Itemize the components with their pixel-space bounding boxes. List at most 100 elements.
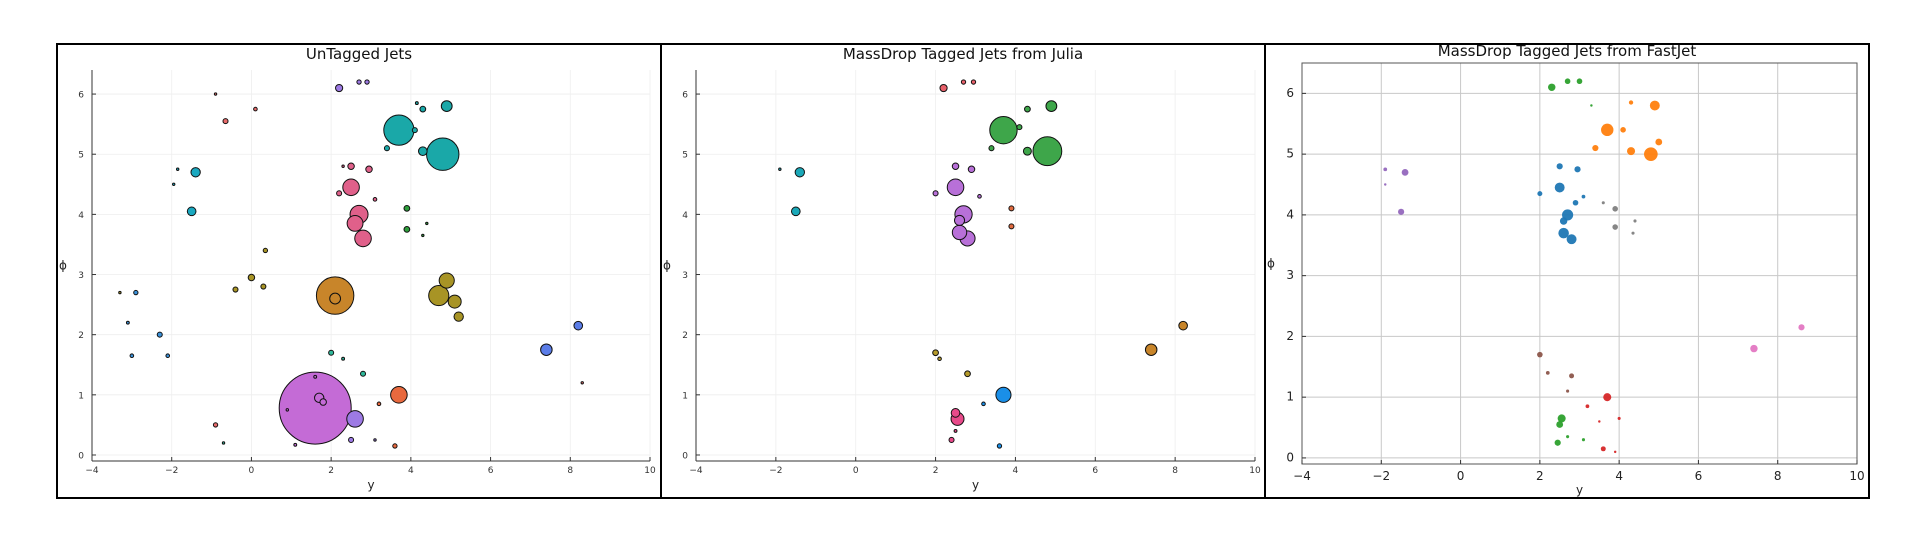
x-tick-label: 2: [933, 466, 939, 476]
data-point: [1566, 234, 1577, 245]
data-point: [341, 164, 345, 168]
data-point: [951, 224, 968, 241]
data-point: [953, 214, 966, 226]
data-point: [964, 370, 971, 378]
data-point: [1559, 217, 1568, 225]
data-point: [213, 92, 218, 96]
data-point: [794, 167, 805, 178]
x-tick-label: 0: [1457, 469, 1465, 483]
data-point: [1572, 199, 1579, 206]
y-tick-label: 1: [682, 391, 688, 401]
x-tick-label: 8: [1172, 466, 1178, 476]
data-point: [403, 226, 411, 233]
data-point: [329, 292, 342, 305]
data-point: [1620, 127, 1626, 133]
data-point: [1401, 168, 1409, 176]
x-tick-label: 2: [1536, 469, 1544, 483]
data-point: [341, 356, 346, 361]
data-point: [996, 443, 1003, 449]
y-tick-label: 4: [78, 211, 84, 221]
data-point: [988, 145, 995, 152]
y-tick-label: 3: [682, 271, 688, 281]
data-point: [1598, 420, 1601, 423]
data-point: [156, 331, 163, 338]
x-tick-label: 8: [1774, 469, 1782, 483]
data-point: [1545, 371, 1550, 375]
data-point: [372, 197, 378, 202]
data-point: [1576, 78, 1583, 85]
data-point: [222, 118, 229, 125]
data-point: [165, 353, 171, 359]
data-point: [1022, 146, 1032, 156]
data-point: [1384, 183, 1387, 186]
y-tick-label: 2: [1286, 329, 1294, 343]
data-point: [1045, 100, 1058, 112]
x-tick-label: 8: [567, 466, 573, 476]
data-point: [453, 311, 464, 322]
x-tick-label: 6: [488, 466, 494, 476]
data-point: [354, 229, 372, 248]
x-tick-label: −2: [1372, 469, 1390, 483]
x-tick-label: 2: [328, 466, 334, 476]
x-tick-label: −2: [165, 466, 178, 476]
data-point: [1548, 83, 1556, 92]
data-point: [967, 165, 976, 173]
data-point: [392, 443, 398, 449]
data-point: [172, 182, 176, 186]
y-tick-label: 6: [1286, 86, 1294, 100]
data-point: [346, 410, 364, 428]
data-point: [1554, 182, 1565, 193]
data-point: [1554, 439, 1561, 446]
data-point: [937, 356, 942, 362]
data-point: [939, 83, 948, 93]
data-point: [417, 146, 428, 157]
data-point: [129, 353, 135, 359]
x-tick-label: 0: [853, 466, 859, 476]
x-tick-label: 10: [1849, 469, 1864, 483]
data-point: [1612, 224, 1618, 230]
data-point: [778, 167, 782, 171]
data-point: [1601, 123, 1614, 137]
x-axis-label: y: [1576, 483, 1583, 497]
data-point: [186, 206, 197, 217]
data-point: [232, 286, 239, 293]
x-tick-label: 6: [1695, 469, 1703, 483]
data-point: [360, 370, 367, 377]
data-point: [1024, 105, 1031, 113]
data-point: [1398, 208, 1405, 215]
data-point: [950, 408, 961, 418]
data-point: [328, 349, 335, 356]
data-point: [428, 284, 450, 307]
data-point: [426, 137, 460, 171]
data-point: [440, 100, 453, 112]
data-point: [447, 294, 462, 309]
data-point: [348, 436, 355, 443]
data-point: [414, 101, 419, 106]
data-point: [1798, 324, 1805, 331]
y-axis-label: ϕ: [663, 259, 671, 273]
data-point: [1590, 104, 1593, 107]
data-point: [278, 371, 352, 445]
data-point: [364, 79, 370, 85]
y-tick-label: 4: [682, 211, 688, 221]
data-point: [347, 162, 355, 170]
data-point: [1178, 320, 1188, 331]
data-point: [1581, 438, 1586, 442]
data-point: [1601, 201, 1605, 205]
data-point: [946, 178, 965, 197]
data-point: [960, 79, 967, 85]
data-point: [373, 438, 377, 442]
data-point: [1008, 205, 1015, 212]
data-point: [1569, 373, 1575, 379]
data-point: [342, 178, 360, 197]
y-tick-label: 6: [682, 91, 688, 101]
y-tick-label: 3: [1286, 268, 1294, 282]
panel-frame: [1264, 43, 1870, 499]
plot-area-border: [1301, 62, 1858, 465]
data-point: [1581, 194, 1586, 199]
data-point: [1556, 421, 1564, 428]
data-point: [125, 320, 130, 325]
data-point: [970, 79, 977, 85]
data-point: [1633, 219, 1637, 223]
